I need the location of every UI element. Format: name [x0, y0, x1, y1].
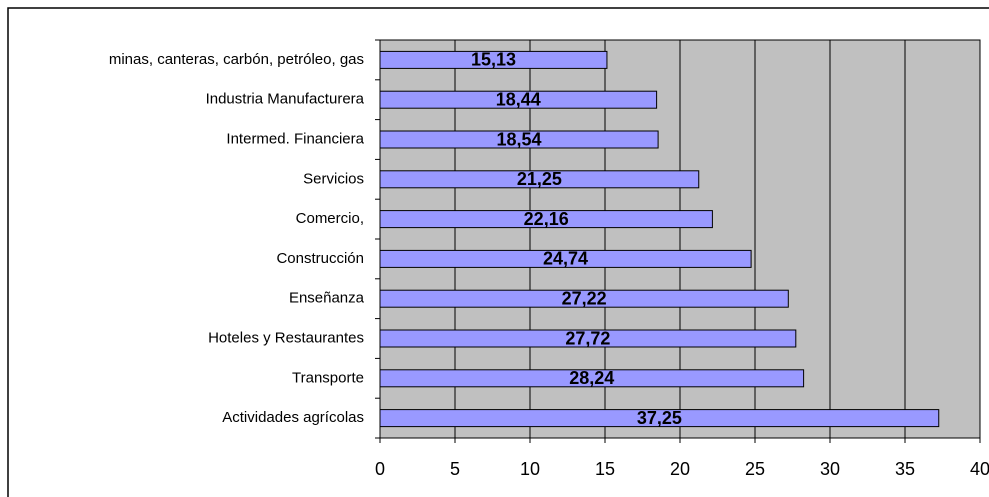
bar — [379, 289, 789, 308]
x-tick-label: 25 — [745, 459, 765, 479]
x-tick-label: 30 — [820, 459, 840, 479]
y-tick-label: Industria Manufacturera — [206, 91, 365, 108]
value-label: 18,54 — [497, 129, 542, 149]
y-tick-label: Servicios — [303, 170, 364, 187]
bar — [379, 210, 713, 229]
y-tick-label: Hoteles y Restaurantes — [208, 329, 364, 346]
x-tick-label: 5 — [450, 459, 460, 479]
bar — [379, 130, 659, 149]
y-tick-label: Intermed. Financiera — [226, 130, 364, 147]
bar — [379, 369, 805, 388]
value-label: 22,16 — [524, 209, 569, 229]
x-tick-label: 0 — [375, 459, 385, 479]
value-label: 24,74 — [543, 249, 588, 269]
value-label: 15,13 — [471, 50, 516, 70]
bar — [379, 249, 752, 268]
y-tick-label: Enseñanza — [289, 290, 365, 307]
value-label: 28,24 — [569, 368, 614, 388]
bar — [379, 90, 658, 109]
x-tick-label: 15 — [595, 459, 615, 479]
bar — [379, 50, 608, 69]
x-tick-label: 10 — [520, 459, 540, 479]
x-tick-label: 40 — [970, 459, 989, 479]
value-label: 27,72 — [565, 328, 610, 348]
y-tick-label: Actividades agrícolas — [222, 409, 364, 426]
value-label: 21,25 — [517, 169, 562, 189]
value-label: 37,25 — [637, 408, 682, 428]
bar — [379, 170, 700, 189]
x-tick-label: 35 — [895, 459, 915, 479]
bar — [379, 329, 797, 348]
x-tick-label: 20 — [670, 459, 690, 479]
y-tick-label: Comercio, — [296, 210, 364, 227]
y-tick-label: minas, canteras, carbón, petróleo, gas — [109, 51, 364, 68]
y-tick-label: Construcción — [276, 250, 364, 267]
value-label: 18,44 — [496, 89, 541, 109]
y-tick-label: Transporte — [292, 369, 364, 386]
bar — [379, 409, 940, 428]
value-label: 27,22 — [562, 288, 607, 308]
